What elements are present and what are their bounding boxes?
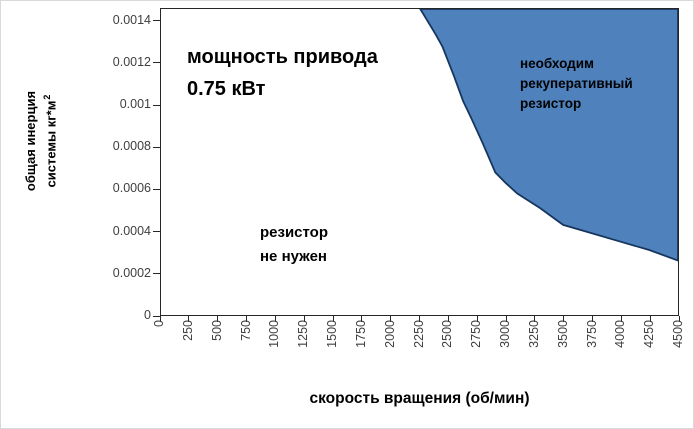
x-tick-mark: [390, 316, 392, 322]
x-tick-mark: [505, 316, 507, 322]
x-tick-mark: [159, 316, 161, 322]
y-tick-mark: [153, 104, 160, 106]
regen-region-svg: [419, 9, 678, 262]
y-tick-label: 0.001: [119, 97, 151, 112]
y-tick-mark: [153, 62, 160, 64]
x-tick-label: 2500: [440, 320, 455, 348]
x-tick-mark: [620, 316, 622, 322]
x-tick-label: 2000: [382, 320, 397, 348]
x-tick-label: 4250: [642, 320, 657, 348]
x-tick-label: 500: [209, 320, 224, 341]
x-axis-title: скорость вращения (об/мин): [309, 390, 530, 407]
x-tick-mark: [419, 316, 420, 322]
x-tick-mark: [332, 316, 334, 322]
y-axis-title: общая инерция системы кг*м 2: [22, 31, 62, 251]
y-tick-mark: [153, 146, 160, 148]
plot-area: [160, 8, 679, 316]
x-tick-mark: [188, 316, 190, 322]
x-tick-label: 4000: [613, 320, 628, 348]
x-tick-mark: [361, 316, 363, 322]
x-tick-mark: [447, 316, 449, 322]
x-tick-label: 1250: [296, 320, 311, 348]
y-tick-label: 0.0002: [112, 265, 151, 280]
x-tick-label: 1000: [267, 320, 282, 348]
x-tick-mark: [678, 316, 680, 322]
x-tick-label: 2250: [411, 320, 426, 348]
drive-power-note: мощность привода 0.75 кВт: [187, 41, 378, 105]
x-tick-mark: [476, 316, 478, 322]
y-tick-mark: [153, 231, 160, 233]
y-tick-label: 0.0004: [112, 223, 151, 238]
regen-resistor-region: [419, 9, 678, 262]
x-tick-mark: [217, 316, 219, 322]
x-tick-label: 0: [152, 320, 166, 327]
x-tick-label: 1750: [353, 320, 368, 348]
x-tick-mark: [649, 316, 651, 322]
x-tick-mark: [563, 316, 565, 322]
x-tick-mark: [274, 316, 276, 322]
x-tick-mark: [592, 316, 593, 322]
x-tick-label: 2750: [469, 320, 484, 348]
x-tick-label: 3750: [584, 320, 599, 348]
x-tick-label: 4500: [671, 320, 685, 348]
x-tick-label: 750: [238, 320, 253, 341]
region-label-no-resistor: резистор не нужен: [260, 224, 328, 265]
x-tick-label: 250: [180, 320, 195, 341]
y-tick-label: 0.0006: [112, 181, 151, 196]
drive-power-note-line1: мощность привода: [187, 46, 378, 68]
y-tick-label: 0.0014: [112, 12, 151, 27]
x-tick-mark: [534, 316, 536, 322]
drive-power-note-line2: 0.75 кВт: [187, 78, 266, 100]
x-tick-mark: [246, 316, 247, 322]
x-tick-label: 3500: [555, 320, 570, 348]
x-tick-mark: [303, 316, 305, 322]
x-tick-label: 1500: [325, 320, 339, 348]
y-tick-mark: [153, 273, 160, 275]
y-axis-title-superscript: 2: [42, 94, 52, 100]
y-axis-title-line2: системы кг*м 2: [42, 94, 59, 188]
y-tick-label: 0.0008: [112, 139, 151, 154]
y-tick-label: 0.0012: [112, 54, 151, 69]
y-axis-title-line1: общая инерция: [23, 90, 38, 192]
x-tick-label: 3250: [526, 320, 541, 348]
y-tick-mark: [153, 188, 160, 190]
y-tick-mark: [153, 20, 160, 22]
y-tick-label: 0: [144, 308, 151, 322]
region-label-need-resistor: необходим рекуперативный резистор: [520, 56, 633, 111]
x-tick-label: 3000: [498, 320, 512, 348]
y-tick-mark: [153, 315, 160, 317]
